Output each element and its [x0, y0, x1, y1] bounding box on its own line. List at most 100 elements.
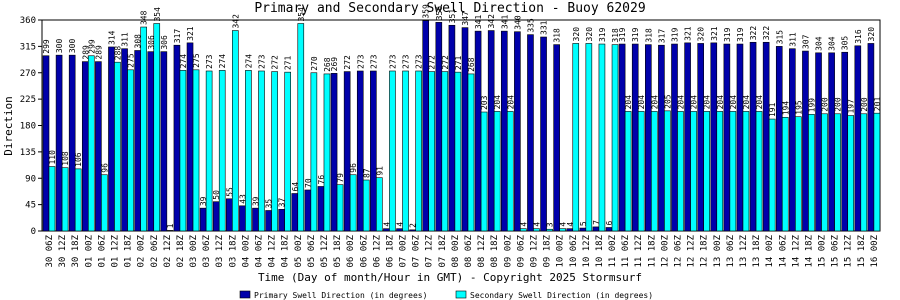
bar — [540, 36, 547, 232]
bar — [205, 70, 213, 232]
value-label: 55 — [225, 187, 234, 197]
bar — [61, 167, 69, 232]
legend-swatch — [455, 290, 467, 299]
value-label: 275 — [192, 53, 201, 68]
bar — [48, 166, 56, 232]
value-label: 319 — [631, 27, 640, 42]
value-label: 273 — [388, 54, 397, 69]
value-label: 37 — [278, 197, 287, 207]
value-label: 204 — [690, 95, 699, 110]
y-tick-label: 180 — [20, 122, 36, 132]
bar — [520, 228, 527, 232]
bar — [585, 43, 593, 232]
value-label: 321 — [684, 26, 693, 41]
value-label: 320 — [572, 27, 581, 42]
value-label: 335 — [526, 18, 535, 33]
bar — [310, 72, 318, 232]
value-label: 106 — [74, 152, 83, 167]
value-label: 194 — [781, 101, 790, 116]
value-label: 108 — [61, 151, 70, 166]
bar — [127, 69, 134, 232]
bar — [624, 111, 632, 232]
legend-label: Secondary Swell Direction (in degrees) — [470, 291, 653, 300]
value-label: 341 — [500, 15, 509, 30]
x-tick-label: 14 06Z — [778, 234, 788, 267]
bar — [775, 46, 783, 232]
y-tick-label: 135 — [20, 148, 36, 158]
x-tick-label: 07 12Z — [425, 234, 435, 267]
x-tick-label: 09 18Z — [543, 234, 553, 267]
bar — [42, 55, 50, 232]
value-label: 320 — [697, 27, 706, 42]
value-label: 308 — [134, 34, 143, 49]
value-label: 299 — [42, 39, 51, 54]
value-label: 274 — [179, 54, 188, 69]
value-label: 289 — [81, 45, 90, 60]
bar — [396, 228, 403, 232]
y-tick-label: 45 — [25, 201, 36, 211]
value-label: 205 — [663, 94, 672, 109]
bar — [428, 71, 436, 232]
x-tick-label: 05 18Z — [333, 234, 343, 267]
value-label: 272 — [271, 55, 280, 70]
value-label: 200 — [821, 97, 830, 112]
value-label: 319 — [598, 27, 607, 42]
x-tick-label: 02 18Z — [176, 234, 186, 267]
bar — [631, 43, 639, 232]
value-label: 340 — [513, 15, 522, 30]
value-label: 39 — [199, 196, 208, 206]
value-label: 3 — [546, 222, 555, 227]
value-label: 348 — [140, 10, 149, 25]
value-label: 64 — [291, 182, 300, 192]
x-tick-label: 04 06Z — [255, 234, 265, 267]
bar — [651, 111, 658, 232]
bar — [349, 174, 357, 232]
bar — [389, 70, 396, 232]
value-label: 4 — [566, 222, 575, 227]
bar — [755, 111, 763, 232]
value-label: 273 — [415, 54, 424, 69]
value-label: 204 — [637, 95, 646, 110]
bar — [572, 43, 580, 232]
value-label: 307 — [801, 34, 810, 49]
bar — [140, 26, 147, 232]
value-label: 359 — [422, 4, 431, 19]
bar — [867, 43, 875, 232]
y-axis-title: Direction — [2, 96, 15, 156]
value-label: 271 — [454, 56, 463, 71]
bar — [605, 227, 613, 232]
bar — [376, 177, 383, 232]
value-label: 91 — [375, 166, 384, 176]
value-label: 200 — [860, 97, 869, 112]
bar — [808, 114, 815, 232]
bar — [95, 61, 102, 232]
bar — [304, 189, 312, 232]
bar — [265, 210, 272, 232]
value-label: 320 — [585, 27, 594, 42]
value-label: 273 — [356, 54, 365, 69]
bar — [55, 54, 63, 232]
bar — [618, 43, 626, 232]
bar — [291, 193, 299, 232]
bar — [474, 30, 482, 232]
value-label: 273 — [258, 54, 267, 69]
bar — [173, 44, 181, 232]
value-label: 87 — [362, 168, 371, 178]
bar — [514, 31, 521, 232]
value-label: 70 — [304, 178, 313, 188]
x-tick-label: 07 18Z — [438, 234, 448, 267]
x-tick-label: 09 00Z — [503, 234, 513, 267]
x-tick-label: 02 06Z — [150, 234, 160, 267]
y-tick-label: 360 — [20, 16, 36, 26]
value-label: 341 — [474, 15, 483, 30]
y-tick-label: 0 — [31, 227, 36, 237]
value-label: 204 — [703, 95, 712, 110]
bar — [873, 112, 881, 232]
bar — [658, 44, 665, 232]
bar — [441, 71, 449, 232]
value-label: 306 — [160, 35, 169, 50]
value-label: 318 — [553, 28, 562, 43]
value-label: 288 — [113, 46, 122, 61]
bar — [493, 111, 501, 232]
x-axis-title: Time (Day of month/Hour in GMT) - Copyri… — [258, 271, 642, 284]
